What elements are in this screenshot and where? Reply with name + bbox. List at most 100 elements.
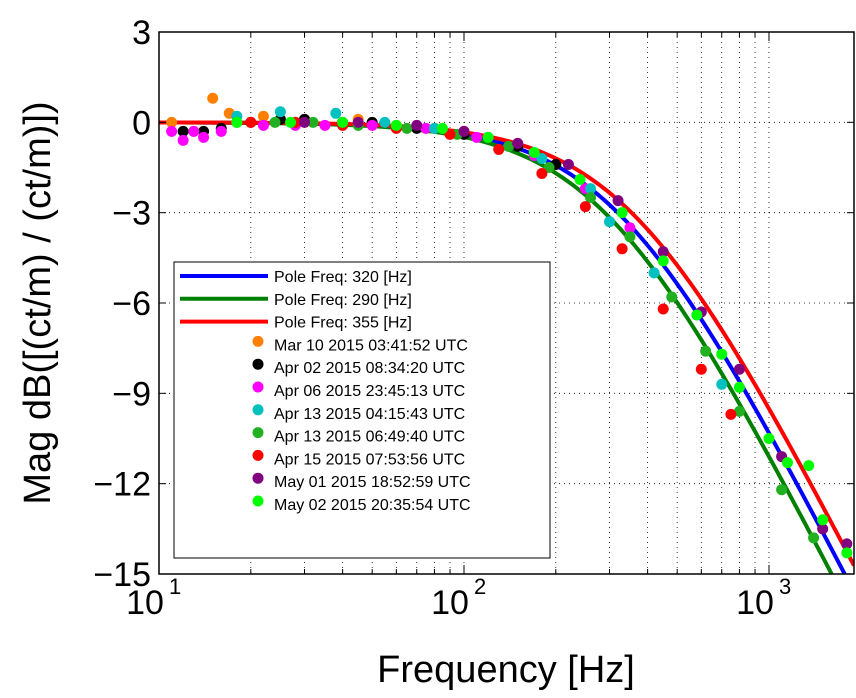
data-point-series-3	[366, 119, 378, 131]
data-point-series-3	[257, 119, 269, 131]
legend-dot-swatch	[252, 495, 264, 507]
x-tick-label: 10	[431, 584, 469, 622]
data-point-series-8	[733, 381, 745, 393]
data-point-series-5	[503, 140, 515, 152]
data-point-series-5	[307, 116, 319, 128]
data-point-series-7	[411, 119, 423, 131]
y-tick-label: 0	[132, 104, 151, 142]
data-point-series-3	[188, 125, 200, 137]
data-point-series-8	[337, 116, 349, 128]
data-point-series-1	[257, 110, 269, 122]
data-point-series-8	[803, 460, 815, 472]
data-point-series-3	[420, 122, 432, 134]
data-point-series-7	[352, 116, 364, 128]
data-point-series-8	[436, 122, 448, 134]
legend-label: May 02 2015 20:35:54 UTC	[274, 497, 471, 514]
data-point-series-5	[269, 116, 281, 128]
x-tick-label: 10	[126, 584, 164, 622]
data-point-series-5	[585, 192, 597, 204]
data-point-series-3	[177, 134, 189, 146]
legend: Pole Freq: 320 [Hz] Pole Freq: 290 [Hz] Po…	[173, 261, 551, 559]
data-point-series-4	[536, 152, 548, 164]
data-point-series-8	[574, 174, 586, 186]
data-point-series-5	[700, 345, 712, 357]
data-point-series-6	[725, 408, 737, 420]
y-tick-label: −15	[93, 556, 151, 594]
legend-dot-swatch	[252, 381, 264, 393]
data-point-series-3	[319, 119, 331, 131]
data-point-series-8	[716, 348, 728, 360]
data-point-series-4	[648, 267, 660, 279]
legend-label: Pole Freq: 290 [Hz]	[274, 292, 412, 309]
data-point-series-6	[657, 303, 669, 315]
data-point-series-6	[245, 116, 257, 128]
legend-label: Pole Freq: 355 [Hz]	[274, 315, 412, 332]
data-point-series-6	[616, 243, 628, 255]
data-point-series-4	[379, 116, 391, 128]
data-point-series-3	[166, 125, 178, 137]
data-point-series-5	[666, 291, 678, 303]
y-tick-label: −12	[93, 466, 151, 504]
data-point-series-5	[401, 122, 413, 134]
legend-label: Pole Freq: 320 [Hz]	[274, 269, 412, 286]
data-point-series-4	[716, 378, 728, 390]
data-point-series-8	[781, 457, 793, 469]
data-point-series-4	[274, 106, 286, 118]
data-point-series-7	[657, 246, 669, 258]
legend-dot-swatch	[252, 358, 264, 370]
data-point-series-8	[657, 255, 669, 267]
data-point-series-6	[536, 168, 548, 180]
data-point-series-8	[482, 131, 494, 143]
data-point-series-5	[624, 231, 636, 243]
legend-label: Apr 02 2015 08:34:20 UTC	[274, 360, 465, 377]
x-tick-labels: 10 1 10 2 10 3	[126, 574, 791, 622]
data-point-series-5	[733, 405, 745, 417]
legend-dot-swatch	[252, 472, 264, 484]
data-point-series-7	[733, 363, 745, 375]
data-point-series-3	[198, 131, 210, 143]
x-tick-label-exponent: 3	[779, 574, 791, 599]
y-tick-label: −3	[112, 195, 151, 233]
legend-label: Mar 10 2015 03:41:52 UTC	[274, 337, 468, 354]
data-point-series-7	[562, 158, 574, 170]
data-point-series-1	[207, 92, 219, 104]
data-point-series-2	[177, 125, 189, 137]
x-tick-label-exponent: 1	[169, 574, 181, 599]
data-points	[166, 92, 853, 559]
legend-label: Apr 13 2015 04:15:43 UTC	[274, 406, 465, 423]
data-point-series-8	[817, 514, 829, 526]
data-point-series-7	[612, 195, 624, 207]
legend-dot-swatch	[252, 449, 264, 461]
data-point-series-7	[299, 116, 311, 128]
data-point-series-8	[390, 119, 402, 131]
data-point-series-7	[841, 538, 853, 550]
data-point-series-4	[330, 107, 342, 119]
data-point-series-8	[285, 116, 297, 128]
y-axis-label: Mag dB([(ct/m) / (ct/m)])	[17, 101, 59, 504]
data-point-series-6	[579, 201, 591, 213]
legend-label: Apr 13 2015 06:49:40 UTC	[274, 429, 465, 446]
data-point-series-5	[808, 532, 820, 544]
data-point-series-3	[215, 125, 227, 137]
data-point-series-8	[616, 207, 628, 219]
data-point-series-4	[604, 216, 616, 228]
y-tick-label: 3	[132, 14, 151, 52]
data-point-series-8	[763, 433, 775, 444]
data-point-series-8	[528, 146, 540, 158]
legend-dot-swatch	[252, 335, 264, 347]
legend-dot-swatch	[252, 404, 264, 416]
legend-label: Apr 06 2015 23:45:13 UTC	[274, 383, 465, 400]
data-point-series-6	[493, 143, 505, 155]
data-point-series-3	[471, 131, 483, 143]
data-point-series-6	[695, 363, 707, 375]
data-point-series-8	[231, 116, 243, 128]
data-point-series-5	[776, 484, 788, 496]
data-point-series-1	[166, 116, 178, 128]
legend-label: May 01 2015 18:52:59 UTC	[274, 474, 471, 491]
data-point-series-4	[585, 183, 597, 195]
data-point-series-4	[428, 122, 440, 134]
data-point-series-7	[512, 137, 524, 149]
axis-ticks	[158, 31, 854, 575]
y-tick-label: −6	[112, 285, 151, 323]
